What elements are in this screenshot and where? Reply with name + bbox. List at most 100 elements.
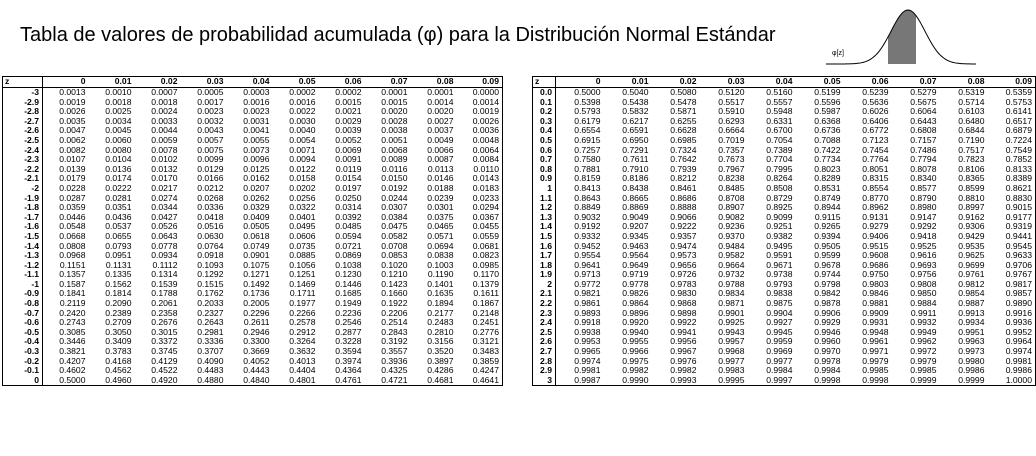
probability-cell: 0.0075 — [197, 145, 224, 155]
probability-cell: 0.9671 — [766, 260, 793, 270]
probability-cell: 0.9984 — [814, 366, 841, 376]
probability-cell: 0.9962 — [910, 337, 937, 347]
table-row: -0.9 0.1841 0.1814 0.1788 0.1762 0.1736 0.1711… — [2, 289, 503, 300]
probability-cell: 0.0034 — [105, 116, 132, 126]
probability-cell: 0.9306 — [958, 222, 985, 232]
table-row: -1.3 0.0968 0.0951 0.0934 0.0918 0.0901 0.0885… — [2, 251, 503, 261]
probability-cell: 0.4920 — [151, 375, 178, 385]
probability-cell: 0.9957 — [718, 337, 745, 347]
probability-cell: 0.8944 — [814, 203, 841, 213]
probability-cell: 0.0301 — [427, 203, 454, 213]
probability-cell: 0.9995 — [718, 375, 745, 385]
probability-cell: 0.5948 — [766, 107, 793, 117]
probability-cell: 0.0062 — [59, 135, 86, 145]
probability-cell: 0.9964 — [1005, 337, 1032, 347]
probability-cell: 0.9678 — [814, 260, 841, 270]
probability-cell: 0.3050 — [105, 327, 132, 337]
probability-cell: 0.9279 — [862, 222, 889, 232]
probability-cell: 0.6443 — [910, 116, 937, 126]
z-value-cell: -1 — [2, 279, 43, 290]
probability-cell: 0.0183 — [472, 183, 499, 193]
probability-cell: 0.9495 — [766, 241, 793, 251]
probability-cell: 0.9893 — [574, 308, 601, 318]
probability-cell: 0.1038 — [335, 260, 362, 270]
probability-cell: 0.5160 — [766, 87, 793, 97]
probability-cell: 0.6591 — [622, 126, 649, 136]
probability-cell: 0.0002 — [289, 87, 316, 97]
probability-cell: 0.3192 — [381, 337, 408, 347]
probability-cell: 0.0222 — [105, 183, 132, 193]
z-value-cell: 0.8 — [532, 164, 556, 175]
probability-cell: 0.0036 — [472, 126, 499, 136]
probability-cell: 0.9974 — [574, 356, 601, 366]
probability-cell: 0.0233 — [472, 193, 499, 203]
column-header: 0.02 — [651, 76, 700, 88]
z-value-cell: 0.2 — [532, 107, 556, 117]
probability-cell: 0.6368 — [814, 116, 841, 126]
probability-cell: 0.2578 — [289, 318, 316, 328]
probability-cell: 0.0132 — [151, 164, 178, 174]
probability-cell: 0.9554 — [574, 251, 601, 261]
z-value-cell: 1.5 — [532, 231, 556, 242]
probability-cell: 0.9850 — [910, 289, 937, 299]
table-row: -2.5 0.0062 0.0060 0.0059 0.0057 0.0055 0.0054… — [2, 135, 503, 146]
probability-cell: 1.0000 — [1005, 375, 1032, 385]
probability-cell: 0.3228 — [335, 337, 362, 347]
probability-cell: 0.0026 — [59, 107, 86, 117]
probability-cell: 0.0418 — [197, 212, 224, 222]
z-value-cell: -2.3 — [2, 155, 43, 165]
table-row: -0.8 0.2119 0.2090 0.2061 0.2033 0.2005 0.1977… — [2, 299, 503, 309]
probability-cell: 0.0052 — [335, 135, 362, 145]
probability-cell: 0.0094 — [289, 155, 316, 165]
probability-cell: 0.7611 — [622, 155, 649, 165]
probability-cell: 0.9463 — [622, 241, 649, 251]
probability-cell: 0.6879 — [1005, 126, 1032, 136]
probability-cell: 0.0033 — [151, 116, 178, 126]
z-value-cell: -2.7 — [2, 116, 43, 127]
probability-cell: 0.9968 — [718, 347, 745, 357]
probability-cell: 0.9115 — [814, 212, 841, 222]
probability-cell: 0.3156 — [427, 337, 454, 347]
probability-cell: 0.9909 — [862, 308, 889, 318]
probability-cell: 0.0025 — [105, 107, 132, 117]
probability-cell: 0.2676 — [151, 318, 178, 328]
probability-cell: 0.0019 — [472, 107, 499, 117]
probability-cell: 0.2546 — [335, 318, 362, 328]
probability-cell: 0.9474 — [670, 241, 697, 251]
probability-cell: 0.2946 — [243, 327, 270, 337]
probability-cell: 0.0294 — [472, 203, 499, 213]
probability-cell: 0.9192 — [574, 222, 601, 232]
probability-cell: 0.9418 — [910, 231, 937, 241]
probability-cell: 0.1469 — [289, 279, 316, 289]
probability-cell: 0.7123 — [862, 135, 889, 145]
probability-cell: 0.9982 — [670, 366, 697, 376]
probability-cell: 0.0314 — [335, 203, 362, 213]
probability-cell: 0.8340 — [910, 174, 937, 184]
probability-cell: 0.1635 — [427, 289, 454, 299]
probability-cell: 0.9952 — [1005, 327, 1032, 337]
probability-cell: 0.9147 — [910, 212, 937, 222]
probability-cell: 0.0392 — [335, 212, 362, 222]
probability-cell: 0.0026 — [472, 116, 499, 126]
probability-cell: 0.6700 — [766, 126, 793, 136]
probability-cell: 0.6915 — [574, 135, 601, 145]
z-value-cell: 0.5 — [532, 135, 556, 146]
probability-cell: 0.3821 — [59, 347, 86, 357]
probability-cell: 0.9726 — [670, 270, 697, 280]
probability-cell: 0.9788 — [718, 279, 745, 289]
probability-cell: 0.2206 — [381, 308, 408, 318]
probability-cell: 0.5910 — [718, 107, 745, 117]
probability-cell: 0.1562 — [105, 279, 132, 289]
probability-cell: 0.0708 — [381, 241, 408, 251]
probability-cell: 0.9978 — [814, 356, 841, 366]
probability-cell: 0.9564 — [622, 251, 649, 261]
probability-cell: 0.9756 — [910, 270, 937, 280]
probability-cell: 0.9222 — [670, 222, 697, 232]
probability-cell: 0.0630 — [197, 231, 224, 241]
probability-cell: 0.9884 — [910, 299, 937, 309]
z-value-cell: 0.7 — [532, 155, 556, 165]
probability-cell: 0.9979 — [910, 356, 937, 366]
probability-cell: 0.6217 — [622, 116, 649, 126]
probability-cell: 0.9949 — [910, 327, 937, 337]
probability-cell: 0.8413 — [574, 183, 601, 193]
